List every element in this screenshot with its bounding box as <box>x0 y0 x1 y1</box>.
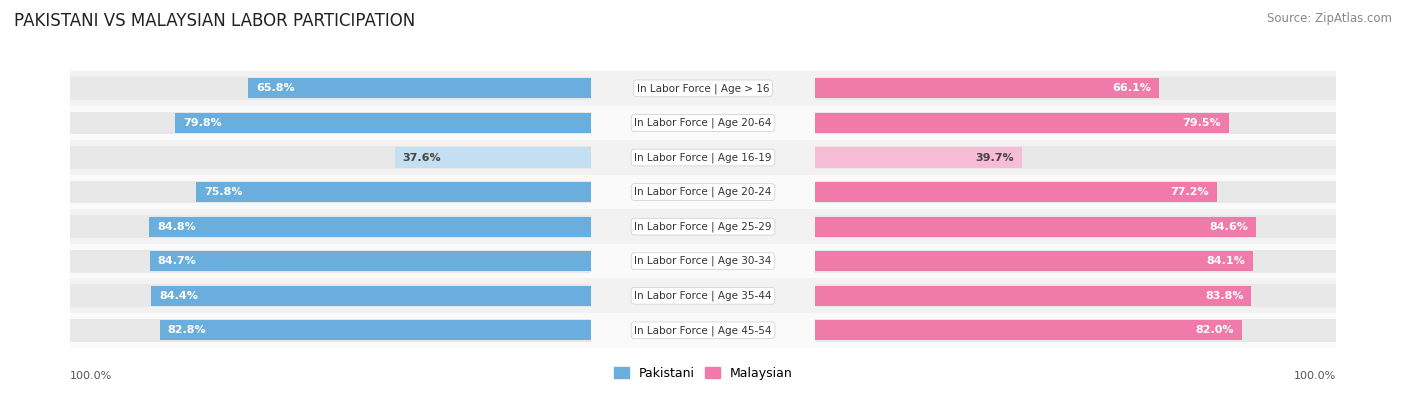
Bar <box>815 147 1022 167</box>
Bar <box>70 215 591 238</box>
Text: In Labor Force | Age 25-29: In Labor Force | Age 25-29 <box>634 221 772 232</box>
Text: Source: ZipAtlas.com: Source: ZipAtlas.com <box>1267 12 1392 25</box>
Bar <box>815 181 1336 203</box>
Legend: Pakistani, Malaysian: Pakistani, Malaysian <box>609 362 797 385</box>
Bar <box>815 77 1336 100</box>
Text: 77.2%: 77.2% <box>1171 187 1209 197</box>
Bar <box>815 319 1336 342</box>
Bar <box>591 209 815 244</box>
Text: 37.6%: 37.6% <box>402 152 441 162</box>
Bar <box>70 250 591 273</box>
Bar <box>815 175 1336 209</box>
Text: 39.7%: 39.7% <box>976 152 1014 162</box>
Bar <box>815 106 1336 140</box>
Text: In Labor Force | Age 20-24: In Labor Force | Age 20-24 <box>634 187 772 198</box>
Text: 65.8%: 65.8% <box>256 83 295 93</box>
Bar <box>152 286 591 306</box>
Bar <box>815 244 1336 278</box>
Text: 83.8%: 83.8% <box>1205 291 1244 301</box>
Bar <box>70 106 591 140</box>
Text: 84.4%: 84.4% <box>159 291 198 301</box>
Bar <box>591 244 815 278</box>
Text: In Labor Force | Age 35-44: In Labor Force | Age 35-44 <box>634 290 772 301</box>
Text: 84.1%: 84.1% <box>1206 256 1246 266</box>
Text: 84.7%: 84.7% <box>157 256 197 266</box>
Bar <box>815 320 1241 340</box>
Bar <box>70 71 591 106</box>
Bar <box>160 320 591 340</box>
Bar <box>70 313 591 348</box>
Bar <box>815 216 1256 237</box>
Bar <box>815 284 1336 307</box>
Text: 66.1%: 66.1% <box>1112 83 1152 93</box>
Bar <box>249 78 591 98</box>
Text: In Labor Force | Age > 16: In Labor Force | Age > 16 <box>637 83 769 94</box>
Bar <box>395 147 591 167</box>
Bar <box>197 182 591 202</box>
Text: 79.8%: 79.8% <box>183 118 222 128</box>
Text: 100.0%: 100.0% <box>70 371 112 381</box>
Bar <box>815 113 1229 133</box>
Text: PAKISTANI VS MALAYSIAN LABOR PARTICIPATION: PAKISTANI VS MALAYSIAN LABOR PARTICIPATI… <box>14 12 415 30</box>
Text: In Labor Force | Age 45-54: In Labor Force | Age 45-54 <box>634 325 772 336</box>
Bar <box>815 251 1253 271</box>
Bar <box>70 77 591 100</box>
Bar <box>591 71 815 106</box>
Bar <box>70 278 591 313</box>
Bar <box>815 111 1336 134</box>
Text: 79.5%: 79.5% <box>1182 118 1222 128</box>
Bar <box>70 175 591 209</box>
Bar <box>815 146 1336 169</box>
Bar <box>815 209 1336 244</box>
Bar <box>591 175 815 209</box>
Bar <box>815 140 1336 175</box>
Bar <box>70 244 591 278</box>
Bar <box>70 284 591 307</box>
Bar <box>149 216 591 237</box>
Bar <box>591 278 815 313</box>
Text: 82.0%: 82.0% <box>1195 325 1234 335</box>
Text: In Labor Force | Age 20-64: In Labor Force | Age 20-64 <box>634 118 772 128</box>
Bar <box>70 319 591 342</box>
Bar <box>815 278 1336 313</box>
Text: 84.8%: 84.8% <box>157 222 195 231</box>
Bar <box>70 181 591 203</box>
Bar <box>815 71 1336 106</box>
Bar <box>815 78 1160 98</box>
Bar <box>591 313 815 348</box>
Bar <box>176 113 591 133</box>
Bar <box>815 313 1336 348</box>
Bar <box>70 140 591 175</box>
Text: 82.8%: 82.8% <box>167 325 207 335</box>
Bar <box>815 182 1218 202</box>
Bar <box>591 106 815 140</box>
Text: In Labor Force | Age 16-19: In Labor Force | Age 16-19 <box>634 152 772 163</box>
Text: 84.6%: 84.6% <box>1209 222 1247 231</box>
Bar <box>70 209 591 244</box>
Text: 75.8%: 75.8% <box>204 187 242 197</box>
Bar <box>815 215 1336 238</box>
Bar <box>70 111 591 134</box>
Text: In Labor Force | Age 30-34: In Labor Force | Age 30-34 <box>634 256 772 267</box>
Text: 100.0%: 100.0% <box>1294 371 1336 381</box>
Bar <box>815 286 1251 306</box>
Bar <box>815 250 1336 273</box>
Bar <box>70 146 591 169</box>
Bar <box>591 140 815 175</box>
Bar <box>150 251 591 271</box>
